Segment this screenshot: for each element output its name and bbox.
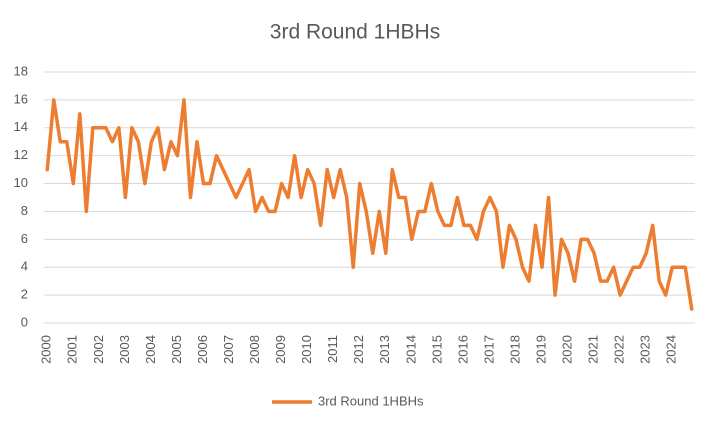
- y-tick-label: 14: [14, 119, 28, 134]
- x-tick-label: 2013: [377, 335, 392, 364]
- x-tick-label: 2016: [455, 335, 470, 364]
- x-tick-label: 2009: [273, 335, 288, 364]
- x-tick-label: 2024: [664, 335, 679, 364]
- y-tick-label: 0: [21, 314, 28, 329]
- y-tick-label: 2: [21, 287, 28, 302]
- x-tick-label: 2012: [351, 335, 366, 364]
- x-tick-label: 2004: [143, 335, 158, 364]
- x-tick-label: 2017: [481, 335, 496, 364]
- legend-label: 3rd Round 1HBHs: [318, 393, 424, 408]
- x-tick-label: 2018: [507, 335, 522, 364]
- x-tick-label: 2023: [638, 335, 653, 364]
- x-tick-label: 2019: [533, 335, 548, 364]
- y-tick-label: 16: [14, 91, 28, 106]
- x-tick-label: 2014: [403, 335, 418, 364]
- x-tick-label: 2005: [169, 335, 184, 364]
- y-tick-label: 4: [21, 259, 28, 274]
- x-tick-label: 2007: [221, 335, 236, 364]
- x-tick-label: 2020: [559, 335, 574, 364]
- y-tick-label: 8: [21, 203, 28, 218]
- chart-title: 3rd Round 1HBHs: [270, 21, 440, 44]
- x-tick-label: 2021: [586, 335, 601, 364]
- x-tick-label: 2022: [612, 335, 627, 364]
- x-tick-label: 2015: [429, 335, 444, 364]
- y-tick-label: 12: [14, 147, 28, 162]
- x-tick-label: 2003: [117, 335, 132, 364]
- x-tick-label: 2010: [299, 335, 314, 364]
- y-tick-label: 18: [14, 63, 28, 78]
- x-tick-label: 2008: [247, 335, 262, 364]
- x-tick-label: 2006: [195, 335, 210, 364]
- x-tick-label: 2011: [325, 335, 340, 363]
- x-tick-label: 2000: [39, 335, 54, 364]
- data-line: [45, 98, 694, 311]
- x-tick-label: 2002: [91, 335, 106, 364]
- x-tick-label: 2001: [65, 335, 80, 364]
- y-tick-label: 6: [21, 231, 28, 246]
- y-tick-label: 10: [14, 175, 28, 190]
